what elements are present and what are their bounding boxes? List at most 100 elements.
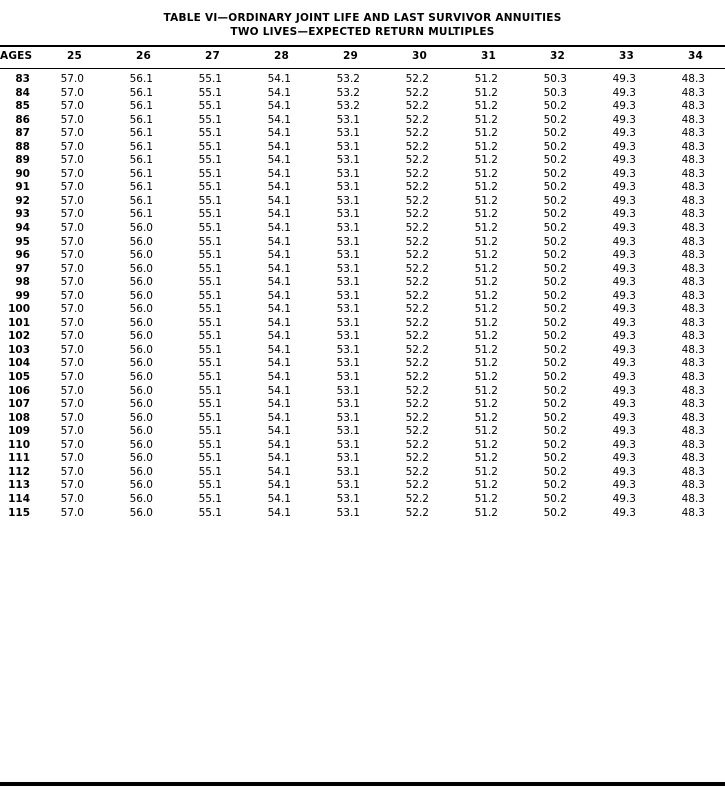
multiple-cell-93-25: 57.0 (60, 208, 84, 221)
multiple-cell-110-26: 56.0 (129, 438, 153, 451)
row-header-age-111: 111 (8, 452, 30, 465)
multiple-cell-92-33: 49.3 (612, 194, 636, 207)
multiple-cell-89-32: 50.2 (543, 154, 567, 167)
multiple-cell-92-31: 51.2 (474, 194, 498, 207)
multiple-cell-86-28: 54.1 (267, 113, 291, 126)
row-header-age-106: 106 (8, 384, 30, 397)
multiple-cell-88-26: 56.1 (129, 140, 153, 153)
multiple-cell-100-33: 49.3 (612, 303, 636, 316)
multiple-cell-85-27: 55.1 (198, 100, 222, 113)
multiple-cell-108-28: 54.1 (267, 411, 291, 424)
multiple-cell-111-29: 53.1 (336, 452, 360, 465)
multiple-cell-97-34: 48.3 (681, 262, 705, 275)
table-body: 83 57.0 56.1 55.1 54.1 53.2 52.2 51.2 50.3 49.3 48… (0, 68, 725, 520)
multiple-cell-94-27: 55.1 (198, 222, 222, 235)
multiple-cell-111-30: 52.2 (405, 452, 429, 465)
multiple-cell-113-33: 49.3 (612, 479, 636, 492)
table-row: 97 57.0 56.0 55.1 54.1 53.1 52.2 51.2 50.2 49.3 48… (0, 263, 725, 277)
multiple-cell-107-34: 48.3 (681, 398, 705, 411)
row-header-age-115: 115 (8, 506, 30, 519)
multiple-cell-107-29: 53.1 (336, 398, 360, 411)
multiple-cell-96-32: 50.2 (543, 249, 567, 262)
multiple-cell-91-28: 54.1 (267, 181, 291, 194)
multiple-cell-109-34: 48.3 (681, 425, 705, 438)
multiple-cell-115-33: 49.3 (612, 506, 636, 519)
multiple-cell-101-27: 55.1 (198, 316, 222, 329)
column-header-age-25: 25 (66, 50, 82, 62)
multiple-cell-103-34: 48.3 (681, 343, 705, 356)
multiple-cell-86-26: 56.1 (129, 113, 153, 126)
multiple-cell-105-34: 48.3 (681, 371, 705, 384)
multiple-cell-95-31: 51.2 (474, 235, 498, 248)
multiple-cell-109-29: 53.1 (336, 425, 360, 438)
multiple-cell-97-31: 51.2 (474, 262, 498, 275)
multiple-cell-102-29: 53.1 (336, 330, 360, 343)
multiple-cell-107-31: 51.2 (474, 398, 498, 411)
multiple-cell-108-33: 49.3 (612, 411, 636, 424)
multiple-cell-106-32: 50.2 (543, 384, 567, 397)
multiple-cell-107-28: 54.1 (267, 398, 291, 411)
multiple-cell-90-29: 53.1 (336, 167, 360, 180)
multiple-cell-112-32: 50.2 (543, 465, 567, 478)
multiple-cell-106-33: 49.3 (612, 384, 636, 397)
multiple-cell-96-31: 51.2 (474, 249, 498, 262)
multiple-cell-114-31: 51.2 (474, 492, 498, 505)
table-row: 115 57.0 56.0 55.1 54.1 53.1 52.2 51.2 50.2 49.3 4… (0, 507, 725, 521)
multiple-cell-96-25: 57.0 (60, 249, 84, 262)
multiple-cell-113-29: 53.1 (336, 479, 360, 492)
multiple-cell-114-26: 56.0 (129, 492, 153, 505)
multiple-cell-108-27: 55.1 (198, 411, 222, 424)
table-row: 103 57.0 56.0 55.1 54.1 53.1 52.2 51.2 50.2 49.3 4… (0, 344, 725, 358)
row-header-age-91: 91 (15, 181, 30, 194)
multiple-cell-93-32: 50.2 (543, 208, 567, 221)
multiple-cell-85-34: 48.3 (681, 100, 705, 113)
multiple-cell-110-32: 50.2 (543, 438, 567, 451)
multiple-cell-99-25: 57.0 (60, 289, 84, 302)
multiple-cell-89-26: 56.1 (129, 154, 153, 167)
multiple-cell-89-27: 55.1 (198, 154, 222, 167)
multiple-cell-91-27: 55.1 (198, 181, 222, 194)
multiple-cell-85-33: 49.3 (612, 100, 636, 113)
multiple-cell-83-34: 48.3 (681, 73, 705, 85)
multiple-cell-105-30: 52.2 (405, 371, 429, 384)
multiple-cell-94-31: 51.2 (474, 222, 498, 235)
multiple-cell-111-25: 57.0 (60, 452, 84, 465)
column-header-age-30: 30 (411, 50, 427, 62)
multiple-cell-101-30: 52.2 (405, 316, 429, 329)
multiple-cell-102-28: 54.1 (267, 330, 291, 343)
multiple-cell-103-29: 53.1 (336, 343, 360, 356)
multiple-cell-100-34: 48.3 (681, 303, 705, 316)
multiple-cell-87-27: 55.1 (198, 127, 222, 140)
multiple-cell-99-28: 54.1 (267, 289, 291, 302)
multiple-cell-90-26: 56.1 (129, 167, 153, 180)
multiple-cell-95-26: 56.0 (129, 235, 153, 248)
multiple-cell-100-27: 55.1 (198, 303, 222, 316)
column-header-age-27: 27 (204, 50, 220, 62)
multiple-cell-95-27: 55.1 (198, 235, 222, 248)
page-bottom-bar (0, 782, 725, 786)
multiple-cell-95-33: 49.3 (612, 235, 636, 248)
multiple-cell-88-30: 52.2 (405, 140, 429, 153)
table-header-row: AGES 25 26 27 28 29 30 31 32 33 34 (0, 47, 725, 68)
multiple-cell-101-25: 57.0 (60, 316, 84, 329)
multiple-cell-96-27: 55.1 (198, 249, 222, 262)
multiple-cell-89-31: 51.2 (474, 154, 498, 167)
multiple-cell-90-25: 57.0 (60, 167, 84, 180)
multiple-cell-112-28: 54.1 (267, 465, 291, 478)
multiple-cell-107-25: 57.0 (60, 398, 84, 411)
multiple-cell-99-31: 51.2 (474, 289, 498, 302)
multiple-cell-113-28: 54.1 (267, 479, 291, 492)
multiple-cell-84-32: 50.3 (543, 86, 567, 99)
row-header-age-105: 105 (8, 371, 30, 384)
row-header-age-103: 103 (8, 343, 30, 356)
multiple-cell-111-31: 51.2 (474, 452, 498, 465)
row-header-age-110: 110 (8, 438, 30, 451)
multiple-cell-92-32: 50.2 (543, 194, 567, 207)
multiple-cell-87-26: 56.1 (129, 127, 153, 140)
row-header-age-112: 112 (8, 465, 30, 478)
multiple-cell-98-32: 50.2 (543, 276, 567, 289)
multiple-cell-94-32: 50.2 (543, 222, 567, 235)
multiple-cell-106-27: 55.1 (198, 384, 222, 397)
multiple-cell-110-34: 48.3 (681, 438, 705, 451)
multiple-cell-83-32: 50.3 (543, 73, 567, 85)
